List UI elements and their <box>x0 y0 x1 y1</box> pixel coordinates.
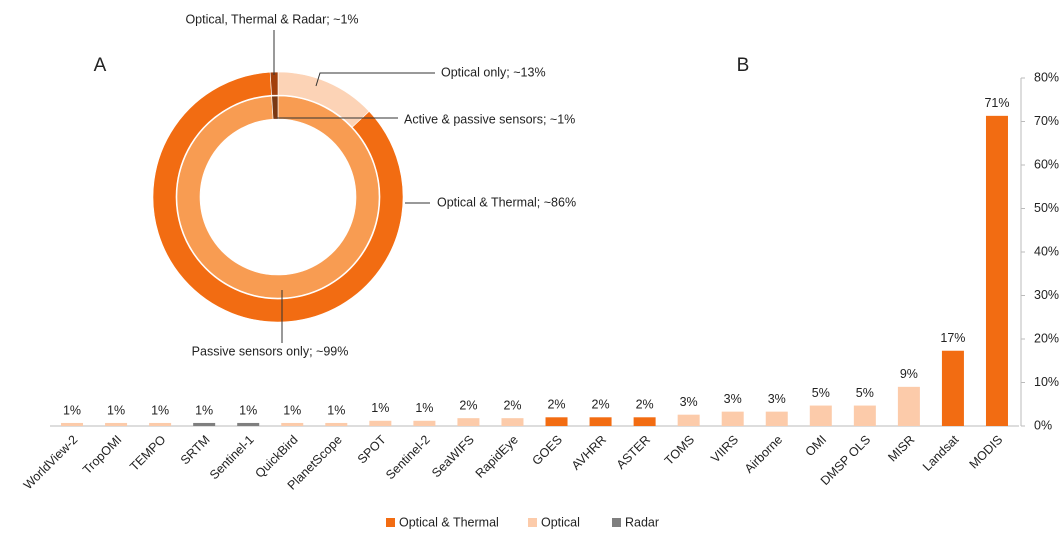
value-label: 1% <box>239 403 257 417</box>
bar <box>325 422 348 426</box>
x-tick-label: GOES <box>530 433 565 468</box>
value-label: 2% <box>636 398 654 412</box>
value-label: 1% <box>283 403 301 417</box>
slice-label: Active & passive sensors; ~1% <box>404 112 575 126</box>
x-tick-label: TOMS <box>662 433 697 468</box>
bar <box>545 417 568 426</box>
legend-swatch <box>528 518 537 527</box>
value-label: 5% <box>856 386 874 400</box>
bar <box>281 422 304 426</box>
legend-swatch <box>612 518 621 527</box>
y-tick-label: 20% <box>1034 331 1059 345</box>
x-tick-label: Landsat <box>920 432 962 474</box>
x-tick-label: Sentinel-2 <box>383 433 433 483</box>
bar <box>61 422 84 426</box>
bar <box>853 405 876 426</box>
bar <box>941 350 964 426</box>
y-tick-label: 80% <box>1034 70 1059 84</box>
donut-slice <box>271 95 279 120</box>
x-tick-label: TEMPO <box>127 432 169 474</box>
bar <box>457 418 480 426</box>
bar <box>369 420 392 426</box>
panel-label: B <box>737 55 750 76</box>
bar <box>721 411 744 426</box>
slice-label: Optical & Thermal; ~86% <box>437 195 576 209</box>
bar <box>765 411 788 426</box>
value-label: 71% <box>984 96 1009 110</box>
value-label: 17% <box>940 331 965 345</box>
value-label: 1% <box>195 403 213 417</box>
value-label: 2% <box>459 398 477 412</box>
y-tick-label: 10% <box>1034 375 1059 389</box>
value-label: 9% <box>900 367 918 381</box>
bar <box>105 422 128 426</box>
x-tick-label: VIIRS <box>708 433 741 466</box>
x-tick-label: SPOT <box>355 432 389 466</box>
y-tick-label: 60% <box>1034 157 1059 171</box>
value-label: 2% <box>503 398 521 412</box>
x-tick-label: SeaWIFS <box>429 433 477 481</box>
slice-label: Optical only; ~13% <box>441 65 546 79</box>
value-label: 3% <box>680 395 698 409</box>
bar <box>985 115 1008 426</box>
x-tick-label: MISR <box>885 433 917 465</box>
y-tick-label: 50% <box>1034 201 1059 215</box>
leader-line <box>315 72 435 87</box>
value-label: 1% <box>415 401 433 415</box>
bar <box>501 418 524 426</box>
legend-label: Radar <box>625 515 659 529</box>
x-tick-label: OMI <box>803 433 830 460</box>
x-tick-label: AVHRR <box>569 433 609 473</box>
x-tick-label: Airborne <box>742 433 785 476</box>
bar <box>237 422 260 426</box>
value-label: 1% <box>63 403 81 417</box>
x-tick-label: SRTM <box>178 433 213 468</box>
donut-slice <box>152 71 404 323</box>
y-tick-label: 30% <box>1034 288 1059 302</box>
y-tick-label: 70% <box>1034 114 1059 128</box>
x-tick-label: ASTER <box>614 433 653 472</box>
value-label: 2% <box>547 398 565 412</box>
bar <box>677 414 700 426</box>
x-tick-label: TropOMI <box>80 433 124 477</box>
x-tick-label: WorldView-2 <box>21 433 81 493</box>
y-tick-label: 40% <box>1034 244 1059 258</box>
value-label: 3% <box>724 392 742 406</box>
value-label: 1% <box>151 403 169 417</box>
slice-label: Optical, Thermal & Radar; ~1% <box>185 12 358 26</box>
panel-label: A <box>94 55 107 76</box>
legend-label: Optical <box>541 515 580 529</box>
donut-slice <box>269 71 279 96</box>
value-label: 3% <box>768 392 786 406</box>
value-label: 1% <box>371 401 389 415</box>
bar <box>193 422 216 426</box>
donut-slice <box>176 95 380 299</box>
value-label: 5% <box>812 386 830 400</box>
legend-swatch <box>386 518 395 527</box>
slice-label: Passive sensors only; ~99% <box>192 344 349 358</box>
bar <box>589 417 612 426</box>
y-tick-label: 0% <box>1034 418 1052 432</box>
x-tick-label: Sentinel-1 <box>207 433 257 483</box>
bar <box>149 422 172 426</box>
value-label: 1% <box>107 403 125 417</box>
bar <box>633 417 656 426</box>
value-label: 2% <box>592 398 610 412</box>
bar <box>897 386 920 426</box>
legend-label: Optical & Thermal <box>399 515 499 529</box>
value-label: 1% <box>327 403 345 417</box>
x-tick-label: RapidEye <box>473 433 521 481</box>
x-tick-label: MODIS <box>967 433 1006 472</box>
bar <box>809 405 832 426</box>
bar <box>413 420 436 426</box>
